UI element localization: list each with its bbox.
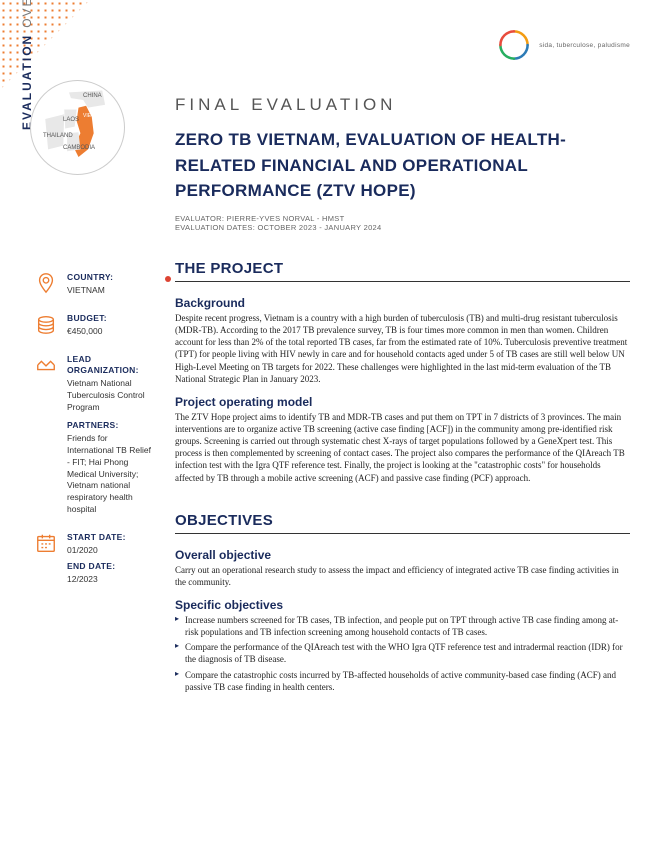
info-sidebar: COUNTRY:VIETNAM BUDGET:€450,000 LEAD ORG… (35, 272, 155, 602)
dates-line: EVALUATION DATES: OCTOBER 2023 - JANUARY… (175, 223, 630, 232)
calendar-icon (35, 532, 57, 554)
overall-objective-text: Carry out an operational research study … (175, 564, 630, 588)
main-content: THE PROJECT Background Despite recent pr… (175, 260, 630, 696)
model-heading: Project operating model (175, 395, 630, 409)
list-item: Compare the performance of the QIAreach … (185, 641, 630, 665)
sidebar-budget: BUDGET:€450,000 (35, 313, 155, 338)
brand-logo: L'INITIATIVE sida, tuberculose, paludism… (497, 28, 630, 62)
sidebar-lead-org: LEAD ORGANIZATION:Vietnam National Tuber… (35, 354, 155, 517)
map-label-laos: LAOS (63, 117, 79, 123)
map-label-china: CHINA (83, 93, 102, 99)
map-label-cambodia: CAMBODIA (63, 145, 95, 151)
document-header: FINAL EVALUATION ZERO TB VIETNAM, EVALUA… (175, 95, 630, 232)
sidebar-dates: START DATE:01/2020 END DATE:12/2023 (35, 532, 155, 586)
overall-objective-heading: Overall objective (175, 548, 630, 562)
corner-dot-pattern (0, 0, 90, 90)
section-objectives: OBJECTIVES (175, 512, 630, 534)
specific-objectives-heading: Specific objectives (175, 598, 630, 612)
vertical-line2: OVERVIEW (20, 0, 34, 28)
list-item: Increase numbers screened for TB cases, … (185, 614, 630, 638)
background-heading: Background (175, 296, 630, 310)
section-the-project: THE PROJECT (175, 260, 630, 282)
model-text: The ZTV Hope project aims to identify TB… (175, 411, 630, 484)
pin-icon (35, 272, 57, 294)
map-label-thailand: THAILAND (43, 133, 73, 139)
list-item: Compare the catastrophic costs incurred … (185, 669, 630, 693)
overline: FINAL EVALUATION (175, 95, 630, 115)
specific-objectives-list: Increase numbers screened for TB cases, … (175, 614, 630, 693)
evaluator-line: EVALUATOR: PIERRE-YVES NORVAL - HMST (175, 214, 630, 223)
section-dot-icon (165, 276, 171, 282)
background-text: Despite recent progress, Vietnam is a co… (175, 312, 630, 385)
map-label-vietnam: VIETNAM (83, 113, 105, 119)
brand-tagline: sida, tuberculose, paludisme (539, 42, 630, 49)
coins-icon (35, 313, 57, 335)
logo-ring-icon (497, 28, 531, 62)
document-title: ZERO TB VIETNAM, EVALUATION OF HEALTH-RE… (175, 127, 630, 204)
handshake-icon (35, 354, 57, 376)
sidebar-country: COUNTRY:VIETNAM (35, 272, 155, 297)
map-circle: CHINA VIETNAM LAOS THAILAND CAMBODIA (30, 80, 125, 175)
